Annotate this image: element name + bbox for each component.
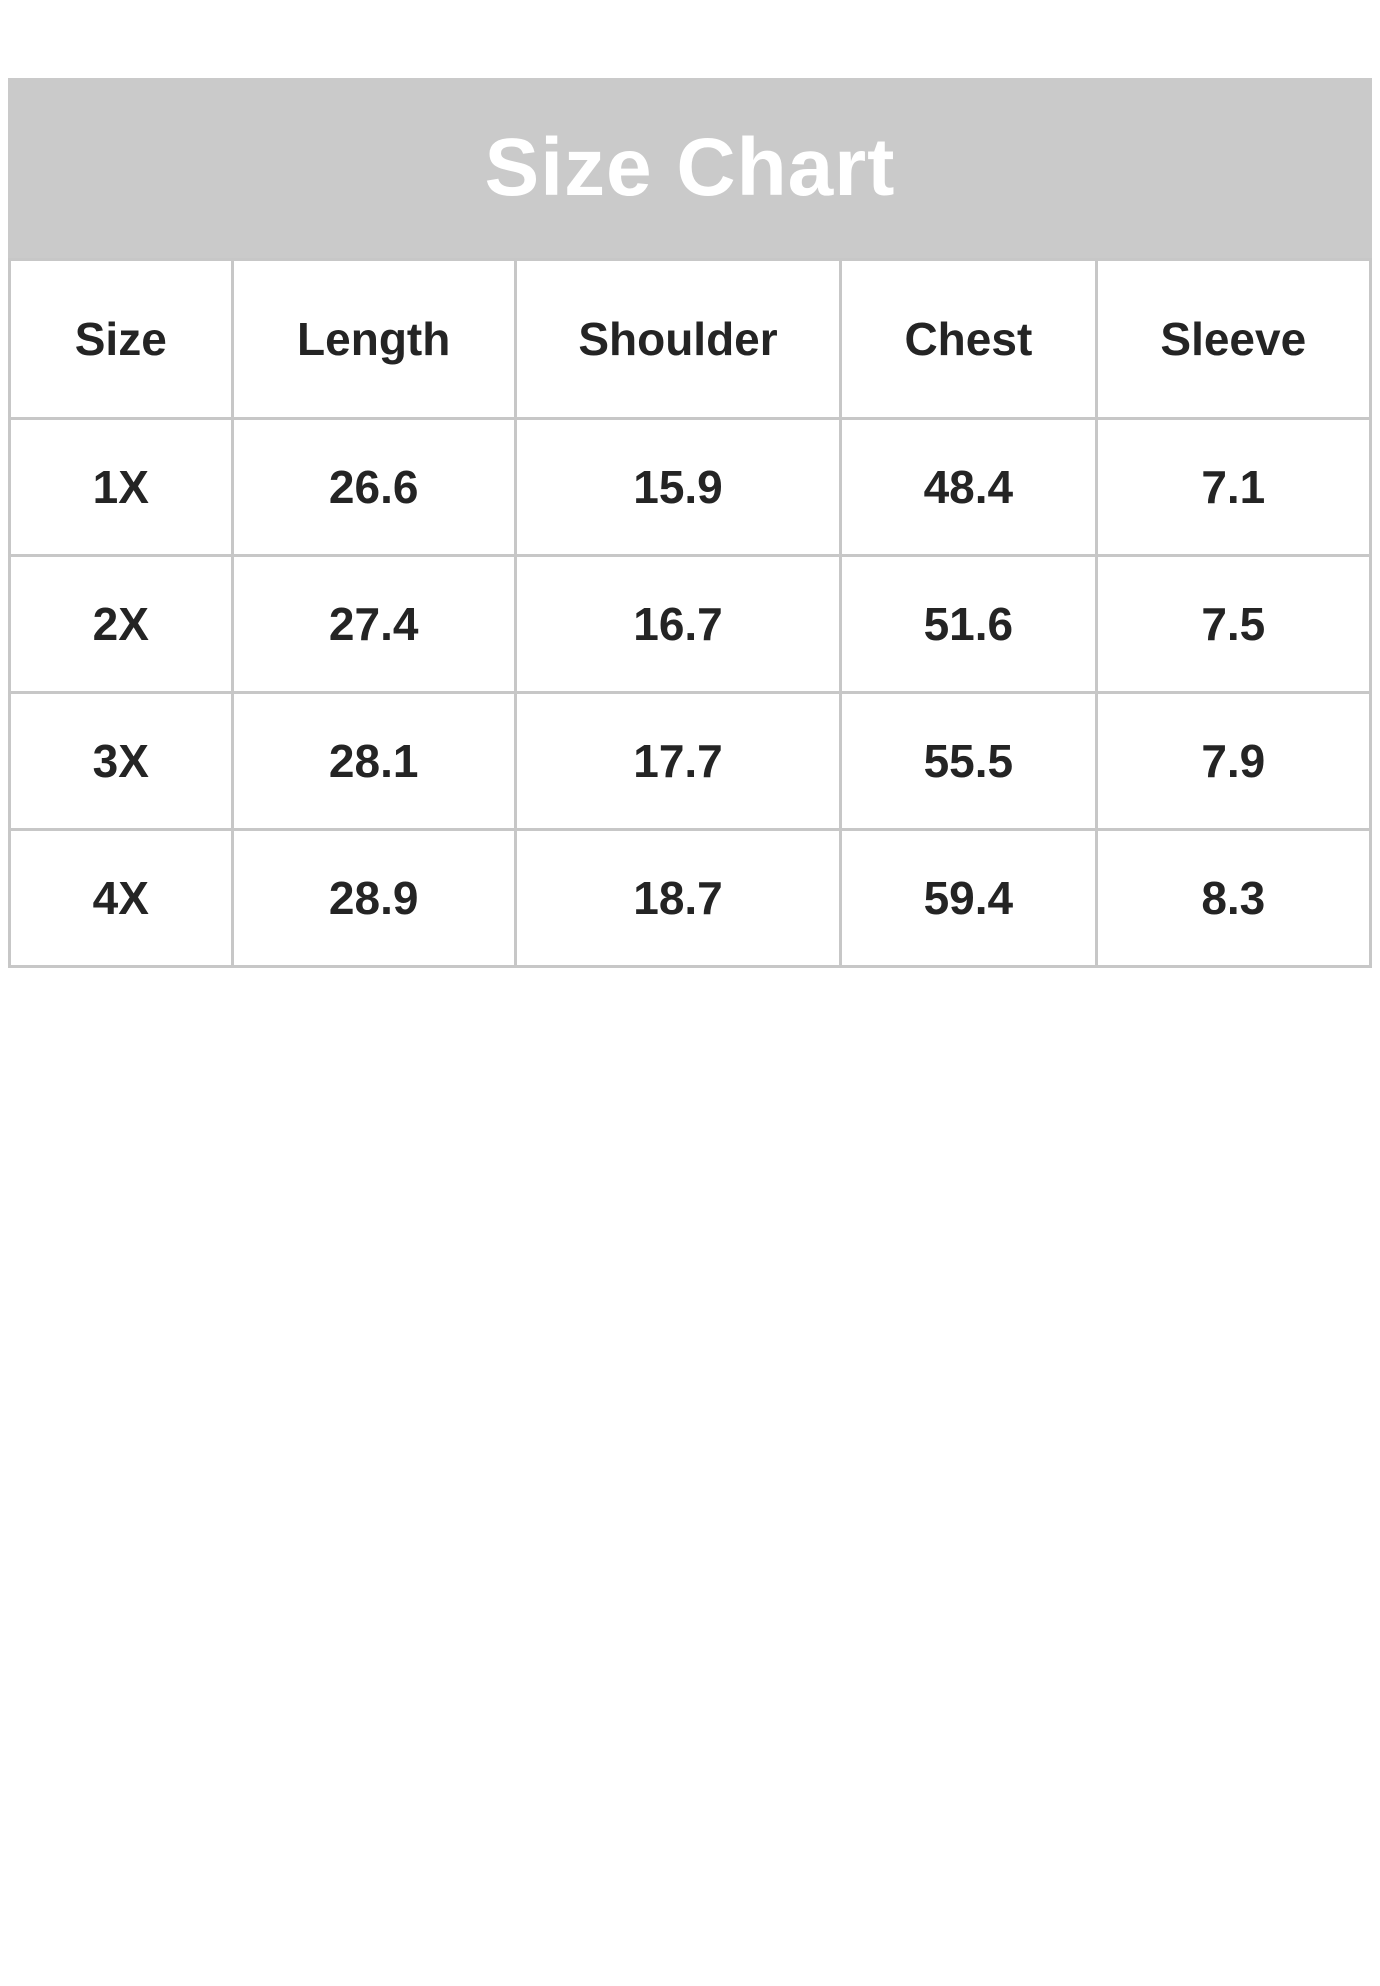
sleeve-value-cell: 8.3 (1094, 828, 1373, 968)
size-label-cell: 3X (8, 691, 234, 831)
size-chart-banner: Size Chart (8, 78, 1372, 258)
shoulder-value-cell: 15.9 (513, 417, 843, 557)
chest-value-cell: 55.5 (839, 691, 1098, 831)
table-row: 4X 28.9 18.7 59.4 8.3 (8, 828, 1373, 968)
size-label-cell: 2X (8, 554, 234, 694)
shoulder-value-cell: 18.7 (513, 828, 843, 968)
chest-value-cell: 48.4 (839, 417, 1098, 557)
table-row: 3X 28.1 17.7 55.5 7.9 (8, 691, 1373, 831)
length-value-cell: 27.4 (230, 554, 517, 694)
chest-value-cell: 51.6 (839, 554, 1098, 694)
chest-value-cell: 59.4 (839, 828, 1098, 968)
shoulder-value-cell: 16.7 (513, 554, 843, 694)
column-header-chest: Chest (839, 258, 1098, 420)
size-chart-header-row: Size Length Shoulder Chest Sleeve (8, 258, 1373, 420)
sleeve-value-cell: 7.9 (1094, 691, 1373, 831)
column-header-size: Size (8, 258, 234, 420)
column-header-shoulder: Shoulder (513, 258, 843, 420)
length-value-cell: 28.1 (230, 691, 517, 831)
sleeve-value-cell: 7.5 (1094, 554, 1373, 694)
size-chart-table: Size Length Shoulder Chest Sleeve 1X 26.… (8, 258, 1373, 968)
size-label-cell: 4X (8, 828, 234, 968)
size-label-cell: 1X (8, 417, 234, 557)
column-header-sleeve: Sleeve (1094, 258, 1373, 420)
sleeve-value-cell: 7.1 (1094, 417, 1373, 557)
size-chart-title: Size Chart (484, 122, 896, 213)
shoulder-value-cell: 17.7 (513, 691, 843, 831)
column-header-length: Length (230, 258, 517, 420)
table-row: 2X 27.4 16.7 51.6 7.5 (8, 554, 1373, 694)
length-value-cell: 28.9 (230, 828, 517, 968)
length-value-cell: 26.6 (230, 417, 517, 557)
table-row: 1X 26.6 15.9 48.4 7.1 (8, 417, 1373, 557)
